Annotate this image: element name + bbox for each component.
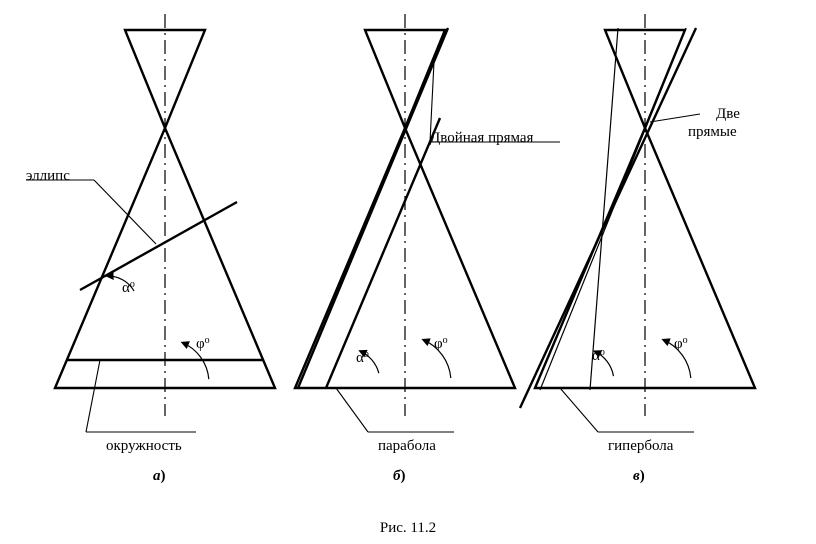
svg-text:αо: αо — [592, 347, 605, 365]
label-ellipse: эллипс — [26, 168, 70, 185]
svg-text:αо: αо — [356, 349, 369, 367]
figure-caption: Рис. 11.2 — [0, 520, 816, 537]
label-two-lines-2: прямые — [688, 124, 737, 141]
label-circle: окружность — [106, 438, 182, 455]
svg-text:φо: φо — [196, 335, 210, 353]
panel-label-c: в) — [633, 468, 645, 485]
label-parabola: парабола — [378, 438, 436, 455]
svg-text:φо: φо — [434, 335, 448, 353]
svg-text:φо: φо — [674, 335, 688, 353]
panel-label-b: б) — [393, 468, 406, 485]
svg-text:αо: αо — [122, 279, 135, 297]
figure-canvas: αо φо αо φо αо φо эллипс окружность Двойная п… — [0, 0, 816, 544]
panel-label-a: а) — [153, 468, 166, 485]
conic-sections-svg: αо φо αо φо αо φо — [0, 0, 816, 544]
label-double-line: Двойная прямая — [430, 130, 533, 147]
label-two-lines-1: Две — [716, 106, 740, 123]
label-hyperbola: гипербола — [608, 438, 673, 455]
